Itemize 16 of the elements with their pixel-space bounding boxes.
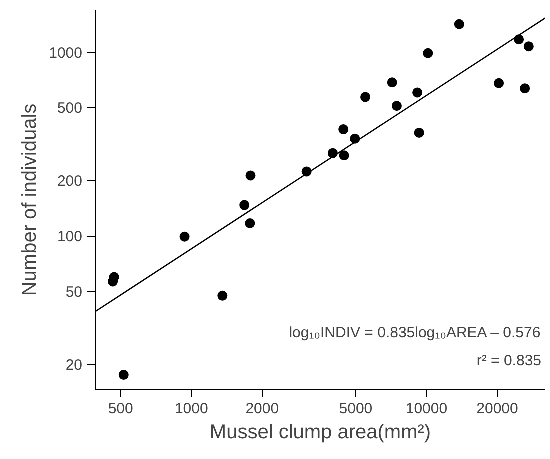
x-tick-label: 20000 bbox=[476, 400, 518, 418]
y-tick-label: 200 bbox=[57, 173, 83, 190]
annotation: log₁₀INDIV = 0.835log₁₀AREA – 0.576 bbox=[289, 324, 541, 342]
x-tick-label: 1000 bbox=[174, 400, 208, 418]
y-tick-label: 50 bbox=[66, 284, 83, 301]
y-tick-label: 20 bbox=[66, 356, 83, 374]
x-tick-label: 5000 bbox=[339, 400, 373, 418]
x-tick-label: 500 bbox=[108, 400, 134, 418]
y-tick-label: 100 bbox=[57, 228, 83, 246]
x-tick-label: 10000 bbox=[406, 400, 448, 418]
y-tick-label: 1000 bbox=[49, 44, 83, 62]
x-axis-title: Mussel clump area(mm²) bbox=[210, 422, 432, 444]
x-tick-label: 2000 bbox=[246, 400, 280, 418]
y-tick-label: 500 bbox=[57, 100, 83, 118]
annotation: r² = 0.835 bbox=[476, 352, 542, 370]
y-axis-title: Number of individuals bbox=[19, 104, 42, 296]
